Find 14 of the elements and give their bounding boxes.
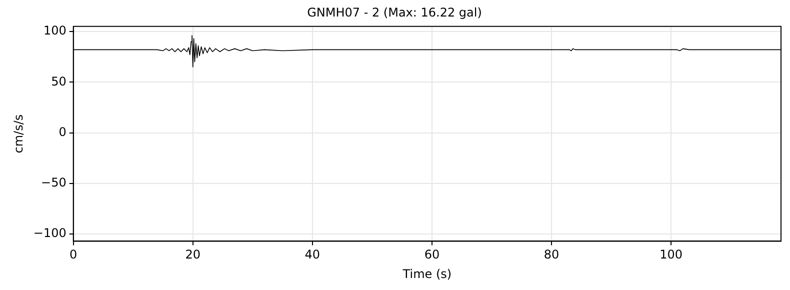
y-tick-label: 100 [43,24,66,38]
x-tick-label: 100 [660,248,682,262]
x-tick-label: 60 [424,248,440,262]
y-tick-label: −100 [33,226,66,240]
y-tick-label: 0 [58,124,66,139]
y-tick-label: −50 [41,176,66,190]
x-tick-label: 0 [70,248,78,262]
x-tick-label: 80 [544,248,560,262]
x-tick-label: 20 [185,248,201,262]
x-tick-label: 40 [304,248,320,262]
y-tick-label: 50 [51,74,66,88]
x-axis-title: Time (s) [402,266,452,281]
chart-title: GNMH07 - 2 (Max: 16.22 gal) [307,5,482,20]
y-axis-title: cm/s/s [11,114,26,154]
